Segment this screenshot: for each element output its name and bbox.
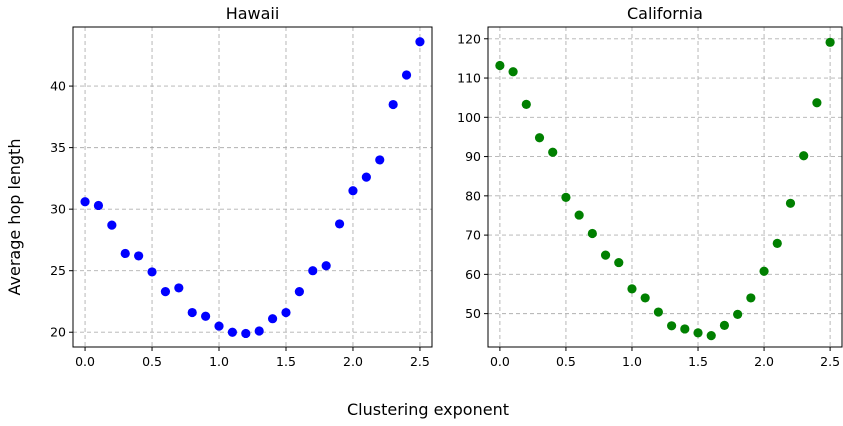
data-point bbox=[825, 37, 835, 47]
data-point bbox=[281, 307, 291, 318]
data-point bbox=[401, 70, 412, 80]
data-point bbox=[388, 99, 398, 110]
y-tick-label: 35 bbox=[50, 140, 66, 155]
x-tick-label: 2.5 bbox=[820, 354, 840, 369]
data-point bbox=[93, 200, 104, 211]
x-tick-label: 0.5 bbox=[556, 354, 576, 369]
data-point bbox=[746, 293, 756, 303]
y-tick-label: 50 bbox=[465, 306, 481, 321]
data-point bbox=[574, 210, 584, 220]
x-tick-label: 2.0 bbox=[343, 354, 363, 369]
data-point bbox=[308, 266, 318, 276]
data-point bbox=[241, 328, 251, 339]
y-tick-label: 90 bbox=[465, 149, 481, 164]
data-point bbox=[667, 321, 677, 331]
y-tick-label: 20 bbox=[50, 325, 66, 340]
data-point bbox=[147, 267, 157, 277]
x-tick-label: 0.5 bbox=[142, 354, 162, 369]
y-tick-label: 40 bbox=[50, 79, 66, 94]
data-point bbox=[706, 331, 716, 341]
data-point bbox=[495, 60, 505, 71]
y-tick-label: 120 bbox=[457, 31, 481, 46]
data-point bbox=[693, 328, 703, 338]
data-point bbox=[719, 320, 730, 331]
data-point bbox=[508, 67, 518, 77]
data-point bbox=[80, 197, 90, 207]
data-point bbox=[640, 293, 650, 303]
chart-title: Hawaii bbox=[226, 4, 280, 23]
data-point bbox=[772, 238, 782, 248]
y-tick-label: 80 bbox=[465, 188, 481, 203]
data-point bbox=[733, 309, 743, 320]
panel-hawaii: 0.0 0.5 1.0 1.5 2.0 2.5 20 25 30 35 40 Hawaii bbox=[50, 4, 433, 369]
data-point bbox=[627, 284, 637, 294]
data-point bbox=[614, 257, 624, 268]
x-tick-label: 2.5 bbox=[410, 354, 430, 369]
x-tick-label: 0.0 bbox=[490, 354, 510, 369]
x-tick-label: 1.5 bbox=[276, 354, 296, 369]
data-point bbox=[799, 151, 809, 161]
data-point bbox=[160, 287, 171, 297]
data-point bbox=[785, 198, 796, 208]
data-point bbox=[267, 314, 278, 324]
y-tick-label: 110 bbox=[457, 71, 481, 86]
y-tick-label: 70 bbox=[465, 228, 481, 243]
data-point bbox=[361, 172, 371, 182]
data-point bbox=[348, 186, 358, 196]
data-point bbox=[187, 307, 197, 318]
data-point bbox=[600, 250, 611, 260]
data-point bbox=[521, 99, 531, 109]
data-point bbox=[134, 251, 144, 261]
data-point bbox=[415, 37, 425, 47]
x-tick-label: 1.0 bbox=[209, 354, 229, 369]
data-point bbox=[214, 321, 224, 331]
data-point bbox=[548, 147, 558, 157]
data-point bbox=[680, 324, 690, 334]
y-tick-label: 100 bbox=[457, 110, 481, 125]
data-point bbox=[107, 220, 117, 230]
data-point bbox=[321, 261, 331, 271]
panel-california: 0.0 0.5 1.0 1.5 2.0 2.5 50 60 70 80 90 100 110 120 Cal… bbox=[457, 4, 843, 369]
axes-frame bbox=[487, 26, 843, 348]
data-point bbox=[227, 327, 238, 337]
axes-frame bbox=[72, 26, 433, 348]
x-tick-label: 1.0 bbox=[622, 354, 642, 369]
x-tick-label: 1.5 bbox=[688, 354, 708, 369]
chart-title: California bbox=[627, 4, 703, 23]
x-tick-label: 2.0 bbox=[754, 354, 774, 369]
data-point bbox=[254, 326, 264, 336]
data-point bbox=[375, 155, 385, 165]
data-point bbox=[174, 283, 184, 293]
x-tick-label: 0.0 bbox=[75, 354, 95, 369]
y-tick-label: 30 bbox=[50, 202, 66, 217]
data-point bbox=[587, 228, 597, 239]
data-point bbox=[653, 307, 663, 317]
x-axis-label: Clustering exponent bbox=[347, 400, 509, 419]
data-point bbox=[561, 192, 571, 203]
y-tick-label: 60 bbox=[465, 267, 481, 282]
data-point bbox=[201, 311, 211, 321]
y-tick-label: 25 bbox=[50, 263, 66, 278]
y-axis-label: Average hop length bbox=[5, 139, 24, 296]
data-point bbox=[759, 266, 769, 276]
data-point bbox=[294, 287, 304, 297]
data-point bbox=[334, 219, 345, 229]
data-point bbox=[534, 133, 545, 143]
data-point bbox=[812, 98, 822, 108]
data-point bbox=[120, 248, 130, 259]
